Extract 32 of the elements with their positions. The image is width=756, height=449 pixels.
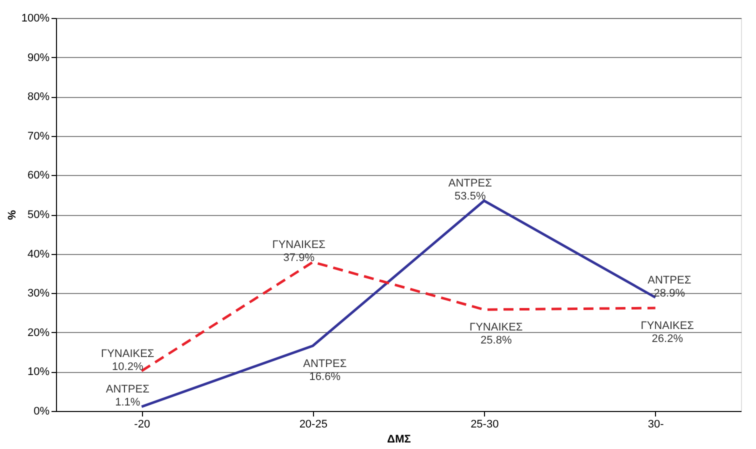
data-label: 10.2% <box>112 360 144 373</box>
y-tick-label: 20% <box>27 326 50 339</box>
y-tick-label: 50% <box>27 209 50 221</box>
x-tick-label: -20 <box>134 418 150 430</box>
y-tick-label: 0% <box>34 406 50 418</box>
x-tick-label: 30- <box>648 418 664 430</box>
y-tick-label: 60% <box>27 170 50 182</box>
text: ΓΥΝΑΙΚΕΣ <box>272 239 326 252</box>
y-tick-label: 70% <box>27 130 50 142</box>
text: ΑΝΤΡΕΣ <box>448 178 492 190</box>
text: ΑΝΤΡΕΣ <box>303 358 347 370</box>
y-tick-label: 30% <box>27 288 50 300</box>
series-label: ΓΥΝΑΙΚΕΣ <box>101 348 154 360</box>
data-label: 53.5% <box>454 190 486 203</box>
x-axis-title: ΔΜΣ <box>387 434 412 446</box>
data-label: 1.1% <box>115 396 140 409</box>
y-tick-label: 90% <box>27 52 50 64</box>
text: ΓΥΝΑΙΚΕΣ <box>470 322 523 334</box>
data-label: 37.9% <box>283 252 315 264</box>
x-tick-label: 20-25 <box>299 418 328 430</box>
text: ΓΥΝΑΙΚΕΣ <box>640 320 694 332</box>
series-label: ΑΝΤΡΕΣ <box>648 274 692 286</box>
y-tick-label: 80% <box>27 91 50 104</box>
x-tick-label: 25-30 <box>470 418 499 430</box>
y-tick-label: 100% <box>21 12 50 24</box>
data-label: 16.6% <box>309 370 341 383</box>
y-tick-label: 40% <box>27 248 50 260</box>
text: ΑΝΤΡΕΣ <box>106 384 150 396</box>
data-label: 25.8% <box>480 334 512 347</box>
y-axis-title: % <box>6 210 18 220</box>
data-label: 26.2% <box>652 333 684 346</box>
y-tick-label: 10% <box>27 366 50 378</box>
